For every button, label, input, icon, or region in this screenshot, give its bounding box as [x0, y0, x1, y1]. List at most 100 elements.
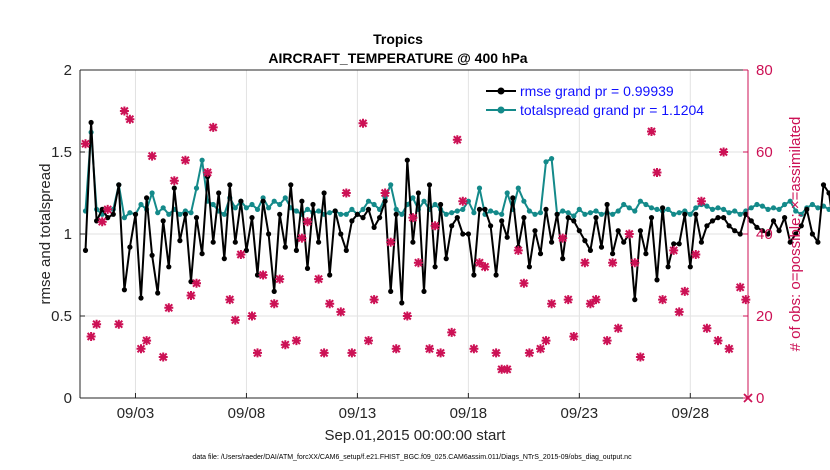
rmse-point [149, 252, 155, 258]
obs-count-marker [585, 299, 595, 309]
rmse-point [232, 239, 238, 245]
obs-count-marker [103, 204, 113, 214]
rmse-point [493, 272, 499, 278]
totalspread-point [432, 201, 438, 208]
legend-rmse-marker [497, 87, 505, 95]
obs-count-marker [735, 282, 745, 292]
obs-count-marker [591, 295, 601, 305]
obs-count-marker [319, 348, 329, 358]
totalspread-point [782, 201, 788, 208]
totalspread-point [565, 210, 571, 216]
y-axis-label: rmse and totalspread [37, 164, 54, 305]
rmse-point [754, 224, 760, 230]
x-tick-label: 09/23 [561, 405, 599, 422]
rmse-point [449, 223, 455, 229]
obs-count-marker [691, 250, 701, 259]
rmse-point [243, 247, 249, 253]
obs-count-marker [203, 168, 213, 177]
rmse-point [121, 287, 127, 293]
rmse-point [443, 256, 449, 262]
obs-count-marker [303, 217, 312, 227]
rmse-point [721, 215, 727, 221]
obs-count-marker [491, 348, 501, 358]
rmse-point [182, 211, 188, 217]
totalspread-point [765, 206, 771, 212]
rmse-point [526, 264, 533, 270]
totalspread-point [266, 205, 272, 211]
rmse-point [227, 182, 233, 188]
obs-count-marker [314, 274, 324, 284]
rmse-point [110, 211, 116, 217]
totalspread-point [621, 201, 627, 208]
totalspread-point [460, 206, 466, 212]
obs-count-marker [81, 139, 90, 149]
rmse-point [166, 264, 172, 270]
obs-count-marker [719, 147, 729, 157]
rmse-point [510, 195, 516, 201]
rmse-point [332, 208, 338, 214]
obs-count-marker [147, 151, 157, 161]
totalspread-point [177, 211, 183, 217]
y-tick-label: 1.5 [51, 144, 72, 161]
y-axis-label-right: # of obs: o=possible; ×=assimilated [787, 117, 804, 352]
y-tick-label-right: 0 [756, 390, 764, 407]
obs-count-marker [480, 262, 490, 272]
rmse-point [715, 215, 721, 221]
rmse-point [504, 234, 510, 240]
rmse-point [321, 190, 327, 196]
obs-count-marker [114, 319, 124, 329]
rmse-point [576, 228, 582, 234]
rmse-point [632, 297, 638, 303]
obs-count-marker [125, 114, 135, 124]
rmse-point [676, 241, 682, 247]
rmse-point [127, 244, 133, 250]
x-axis-label: Sep.01,2015 00:00:00 start [325, 427, 507, 444]
y-tick-label-right: 60 [756, 144, 773, 161]
obs-count-marker [386, 237, 396, 247]
obs-count-marker [658, 295, 668, 305]
totalspread-point [721, 206, 727, 212]
obs-count-marker [475, 258, 484, 268]
rmse-point [476, 206, 483, 212]
totalspread-point [476, 185, 483, 191]
rmse-point [82, 247, 89, 253]
totalspread-point [221, 211, 227, 217]
left-axis-ticks: 0 0.5 1 1.5 2 [51, 62, 85, 407]
rmse-point [421, 288, 427, 294]
obs-count-marker [258, 270, 268, 280]
totalspread-point [443, 211, 449, 217]
obs-count-marker [253, 348, 262, 358]
obs-count-marker [280, 340, 290, 350]
totalspread-point [598, 211, 605, 217]
obs-count-marker [186, 291, 196, 300]
totalspread-point [687, 211, 693, 217]
rmse-point [365, 206, 372, 212]
rmse-point [770, 218, 777, 224]
obs-count-marker [369, 295, 379, 305]
rmse-point [155, 290, 161, 296]
totalspread-point [155, 210, 161, 216]
rmse-point [598, 244, 605, 250]
obs-count-marker [425, 344, 434, 354]
totalspread-point [654, 206, 660, 212]
obs-count-marker [169, 176, 179, 186]
y-tick-label: 0 [64, 390, 72, 407]
obs-count-marker [669, 245, 679, 255]
obs-count-marker [613, 323, 623, 333]
totalspread-point [449, 210, 455, 216]
totalspread-point [210, 201, 216, 208]
rmse-point [593, 215, 599, 221]
totalspread-point [249, 201, 255, 208]
obs-count-marker [413, 258, 423, 268]
rmse-point [277, 211, 283, 217]
legend-spread-label: totalspread grand pr = 1.1204 [520, 102, 704, 118]
totalspread-point [365, 198, 372, 204]
obs-count-marker [674, 307, 684, 317]
totalspread-point [737, 211, 743, 217]
obs-count-marker [436, 348, 446, 358]
rmse-point [560, 256, 566, 262]
obs-count-marker [513, 245, 523, 255]
obs-count-marker [92, 319, 102, 329]
totalspread-point [360, 206, 366, 212]
totalspread-point [593, 208, 599, 214]
